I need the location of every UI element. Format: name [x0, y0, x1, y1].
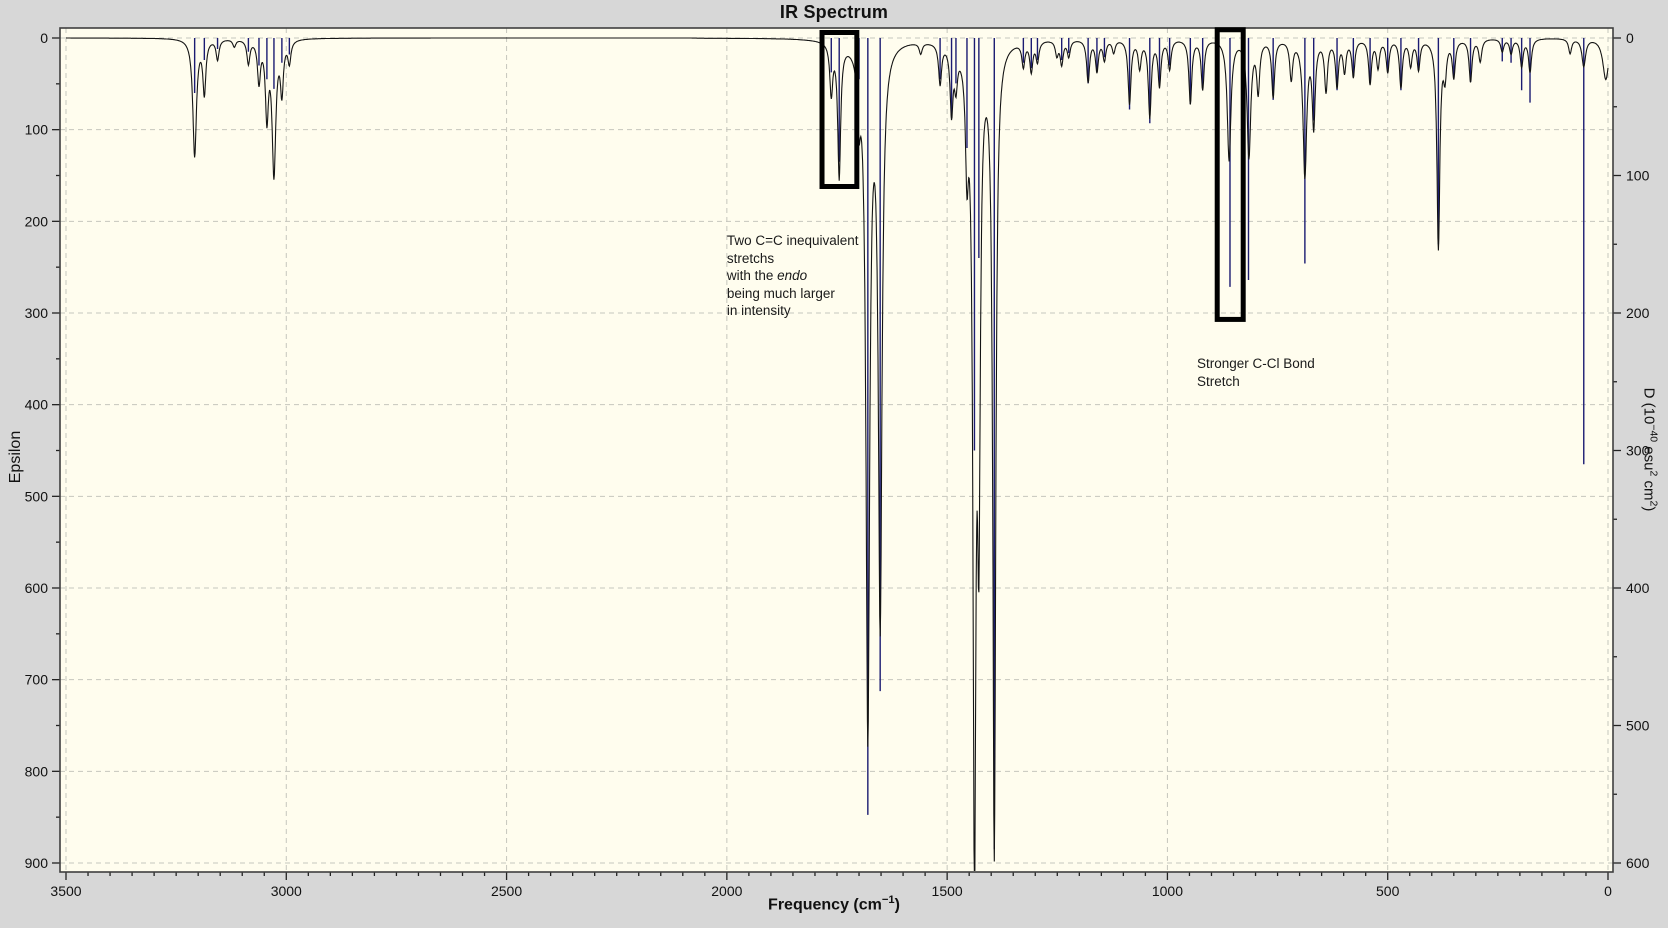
svg-text:0: 0: [1604, 883, 1612, 899]
svg-text:3500: 3500: [50, 883, 81, 899]
svg-text:200: 200: [1626, 305, 1650, 321]
svg-text:400: 400: [25, 397, 49, 413]
dipole-sticks: [193, 38, 1585, 850]
svg-text:1000: 1000: [1152, 883, 1183, 899]
svg-text:200: 200: [25, 213, 49, 229]
svg-text:500: 500: [1376, 883, 1400, 899]
svg-text:2000: 2000: [711, 883, 742, 899]
plot-area: [60, 28, 1613, 872]
svg-text:700: 700: [25, 672, 49, 688]
svg-text:0: 0: [1626, 30, 1634, 46]
svg-text:900: 900: [25, 855, 49, 871]
svg-text:600: 600: [25, 580, 49, 596]
y-axis-right-label: D (10−40 esu2 cm2): [1640, 387, 1660, 512]
svg-text:1500: 1500: [932, 883, 963, 899]
y-axis-left-label: Epsilon: [7, 430, 24, 484]
tick-labels: 3500 3000 2500 2000 1500 1000 500 0010020030040…: [25, 30, 1650, 899]
svg-text:500: 500: [25, 488, 49, 504]
svg-text:500: 500: [1626, 718, 1650, 734]
annotation-1: Two C=C inequivalent stretchs with the end…: [726, 233, 859, 319]
svg-text:300: 300: [1626, 443, 1650, 459]
svg-text:3000: 3000: [271, 883, 302, 899]
plot-frame: [59, 27, 1614, 873]
svg-text:0: 0: [40, 30, 48, 46]
svg-text:300: 300: [25, 305, 49, 321]
svg-text:600: 600: [1626, 855, 1650, 871]
svg-text:100: 100: [25, 122, 49, 138]
svg-text:800: 800: [25, 763, 49, 779]
highlight-box-1: [819, 30, 860, 189]
epsilon-curve: [66, 37, 1609, 871]
svg-text:2500: 2500: [491, 883, 522, 899]
svg-text:100: 100: [1626, 168, 1650, 184]
highlight-box-2: [1214, 27, 1246, 322]
gridlines: [60, 28, 1613, 872]
x-axis-label: Frequency (cm−1): [768, 894, 900, 914]
annotation-2: Stronger C-Cl Bond Stretch: [1196, 356, 1315, 389]
svg-text:400: 400: [1626, 580, 1650, 596]
chart-title: IR Spectrum: [779, 2, 889, 22]
